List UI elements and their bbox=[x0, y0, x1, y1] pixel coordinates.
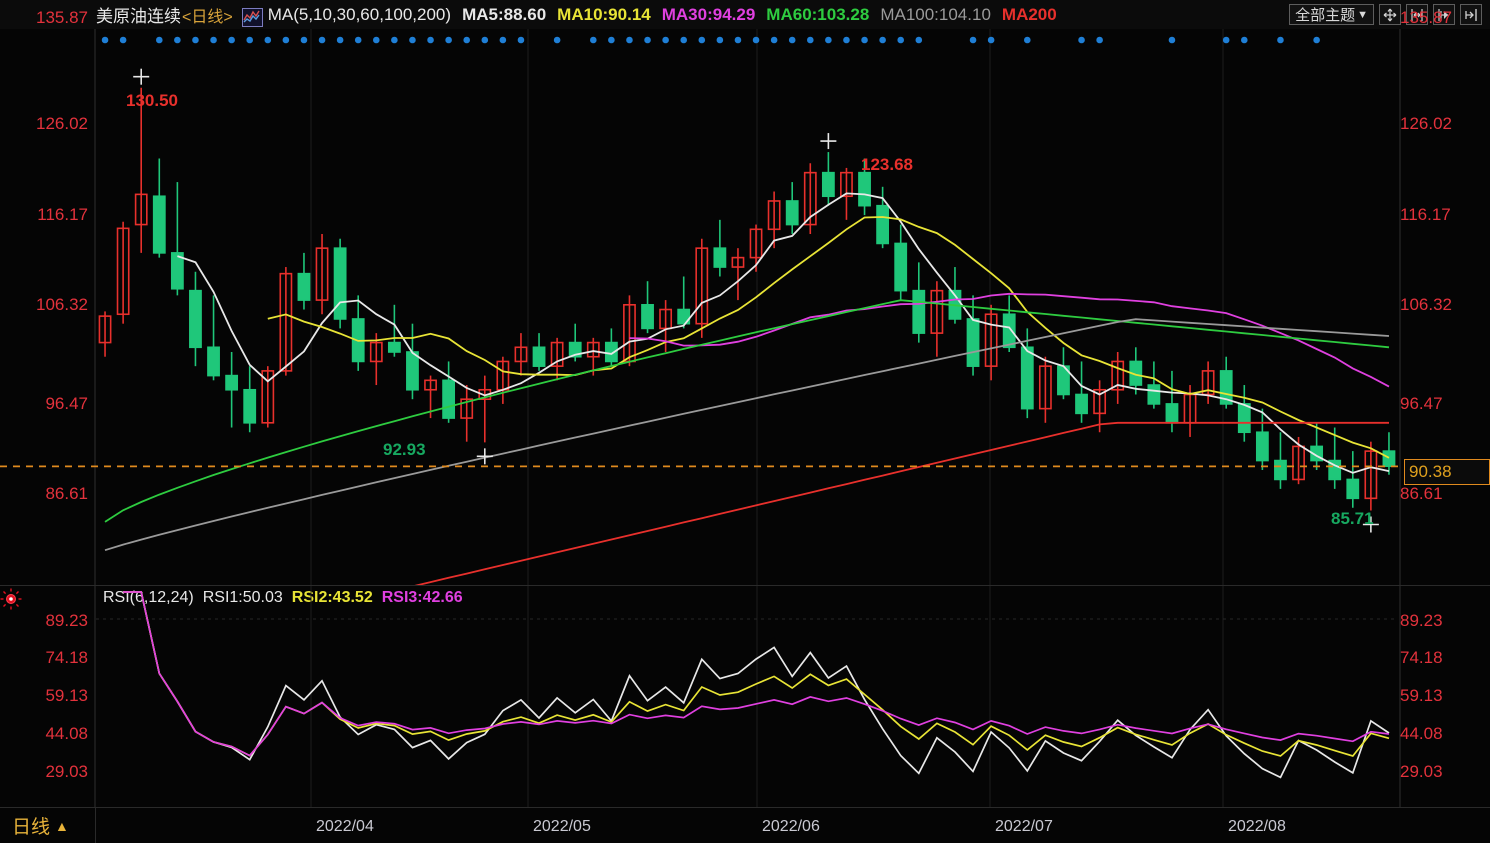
rsi-axis-label-left-1: 74.18 bbox=[45, 648, 88, 667]
ma30-value: MA30:94.29 bbox=[661, 4, 756, 24]
symbol-period: <日线> bbox=[182, 8, 233, 26]
price-axis-label-left-0: 135.87 bbox=[36, 8, 88, 27]
price-axis-label-right-0: 135.87 bbox=[1400, 8, 1452, 27]
price-plot-area[interactable] bbox=[0, 29, 1490, 585]
rsi-axis-label-right-4: 29.03 bbox=[1400, 762, 1443, 781]
rsi-axis-label-left-3: 44.08 bbox=[45, 724, 88, 743]
rsi-line-RSI1 bbox=[123, 591, 1390, 779]
candlestick-series bbox=[98, 87, 1396, 511]
ma200-value: MA200 bbox=[1001, 4, 1057, 24]
rsi-axis-label-right-3: 44.08 bbox=[1400, 724, 1443, 743]
rsi-axis-label-right-1: 74.18 bbox=[1400, 648, 1443, 667]
time-tick-3: 2022/07 bbox=[995, 818, 1053, 835]
high-annotation-2: 123.68 bbox=[861, 155, 913, 174]
theme-selector-label: 全部主题 bbox=[1295, 6, 1356, 24]
theme-selector-button[interactable]: 全部主题 ▼ bbox=[1289, 4, 1374, 25]
ma-chart-icon[interactable] bbox=[241, 8, 263, 27]
fit-range-button[interactable] bbox=[1406, 4, 1428, 25]
price-axis-label-right-5: 86.61 bbox=[1400, 484, 1443, 503]
current-price-tag[interactable]: 90.38 bbox=[1404, 459, 1490, 485]
chart-toolbar: 全部主题 ▼ bbox=[1289, 3, 1482, 26]
ma-line-MA100 bbox=[104, 318, 1390, 552]
rsi-chart-panel[interactable]: RSI(6,12,24) RSI1:50.03 RSI2:43.52 RSI3:… bbox=[0, 585, 1490, 808]
ma10-value: MA10:90.14 bbox=[557, 4, 651, 24]
crosshair-move-button[interactable] bbox=[1379, 4, 1401, 25]
symbol-name: 美原油连续 bbox=[96, 7, 181, 26]
rsi-axis-label-left-2: 59.13 bbox=[45, 686, 88, 705]
rsi-axis-label-left-4: 29.03 bbox=[45, 762, 88, 781]
price-axis-label-right-2: 116.17 bbox=[1400, 205, 1451, 224]
ma60-value: MA60:103.28 bbox=[766, 4, 870, 24]
price-axis-label-left-4: 96.47 bbox=[45, 394, 88, 413]
price-axis-label-left-3: 106.32 bbox=[36, 295, 88, 314]
record-indicator-icon[interactable] bbox=[0, 588, 22, 610]
current-price-value: 90.38 bbox=[1409, 462, 1452, 481]
rsi3-value: RSI3:42.66 bbox=[381, 589, 463, 606]
rsi-axis-label-right-2: 59.13 bbox=[1400, 686, 1443, 705]
time-axis: 日线 ▲ 2022/04 2022/05 2022/06 2022/07 202… bbox=[0, 807, 1490, 843]
rsi-plot-area[interactable] bbox=[0, 586, 1490, 808]
price-axis-label-left-1: 126.02 bbox=[36, 114, 88, 133]
rsi-header: RSI(6,12,24) RSI1:50.03 RSI2:43.52 RSI3:… bbox=[103, 589, 472, 607]
rsi-title: RSI(6,12,24) bbox=[103, 589, 194, 606]
time-tick-1: 2022/05 bbox=[533, 818, 591, 835]
period-selector[interactable]: 日线 ▲ bbox=[0, 808, 96, 843]
rsi1-value: RSI1:50.03 bbox=[202, 589, 283, 606]
shift-right-button[interactable] bbox=[1433, 4, 1455, 25]
rsi-line-RSI3 bbox=[123, 591, 1390, 757]
triangle-up-icon: ▲ bbox=[55, 817, 69, 834]
price-axis-label-right-4: 96.47 bbox=[1400, 394, 1443, 413]
rsi-axis-label-right-0: 89.23 bbox=[1400, 611, 1443, 630]
ma-line-MA200 bbox=[414, 421, 1389, 585]
ma100-value: MA100:104.10 bbox=[880, 4, 991, 24]
period-selector-label: 日线 bbox=[12, 817, 51, 838]
chart-header: 美原油连续 <日线> MA(5,10,30,60,100,200) MA5:88… bbox=[0, 0, 1490, 29]
time-tick-2: 2022/06 bbox=[762, 818, 820, 835]
price-axis-label-right-3: 106.32 bbox=[1400, 295, 1452, 314]
price-axis-label-left-5: 86.61 bbox=[45, 484, 88, 503]
price-chart-panel[interactable]: 135.87 126.02 116.17 106.32 96.47 86.61 … bbox=[0, 8, 1490, 585]
price-axis-label-right-1: 126.02 bbox=[1400, 114, 1452, 133]
price-axis-label-left-2: 116.17 bbox=[37, 205, 88, 224]
ma5-value: MA5:88.60 bbox=[462, 4, 547, 24]
rsi2-value: RSI2:43.52 bbox=[291, 589, 373, 606]
chevron-down-icon: ▼ bbox=[1357, 9, 1368, 21]
ma-parameters-label: MA(5,10,30,60,100,200) bbox=[267, 4, 452, 24]
ma-line-MA30 bbox=[629, 292, 1390, 388]
low-annotation: 92.93 bbox=[383, 440, 426, 459]
ma-line-MA10 bbox=[267, 216, 1390, 459]
ma-line-MA60 bbox=[104, 299, 1390, 523]
time-tick-0: 2022/04 bbox=[316, 818, 374, 835]
rsi-line-RSI2 bbox=[123, 591, 1390, 757]
low-annotation-2: 85.71 bbox=[1331, 509, 1374, 528]
time-tick-4: 2022/08 bbox=[1228, 818, 1286, 835]
high-annotation: 130.50 bbox=[126, 91, 178, 110]
jump-to-end-button[interactable] bbox=[1460, 4, 1482, 25]
rsi-axis-label-left-0: 89.23 bbox=[45, 611, 88, 630]
